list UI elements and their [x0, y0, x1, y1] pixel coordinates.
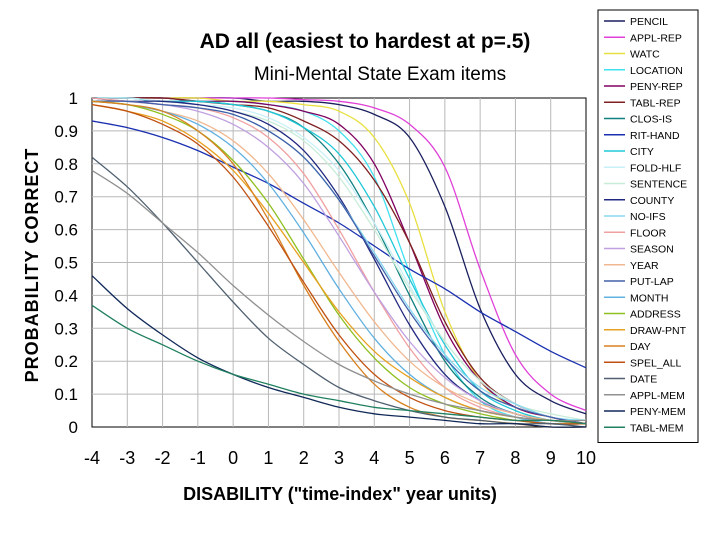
series-line-peny-mem	[91, 275, 587, 428]
y-tick-label: 0.7	[54, 188, 78, 207]
legend-label: APPL-REP	[630, 32, 682, 44]
legend-label: ADDRESS	[630, 309, 681, 321]
legend-label: NO-IFS	[630, 211, 666, 223]
y-tick-label: 0.9	[54, 122, 78, 141]
series-line-appl-mem	[91, 169, 587, 422]
x-tick-label: -4	[84, 448, 100, 468]
legend-label: DATE	[630, 374, 657, 386]
series-lines	[91, 97, 587, 428]
legend-label: COUNTY	[630, 195, 674, 207]
x-tick-label: 4	[369, 448, 379, 468]
x-tick-label: 10	[576, 448, 596, 468]
x-tick-label: 1	[263, 448, 273, 468]
x-tick-label: 5	[405, 448, 415, 468]
legend-label: WATC	[630, 49, 660, 61]
y-tick-label: 0.6	[54, 221, 78, 240]
series-line-rit-hand	[91, 120, 587, 369]
legend-box	[597, 9, 699, 443]
x-tick-label: 8	[510, 448, 520, 468]
y-tick-label: 0.8	[54, 155, 78, 174]
x-tick-label: -3	[119, 448, 135, 468]
legend-label: DAY	[630, 341, 651, 353]
series-line-watc	[92, 97, 587, 425]
x-tick-label: 3	[334, 448, 344, 468]
series-line-year	[91, 100, 587, 425]
x-tick-label: -2	[155, 448, 171, 468]
y-tick-label: 0.2	[54, 352, 78, 371]
chart-subtitle: Mini-Mental State Exam items	[254, 64, 506, 85]
legend-label: FLOOR	[630, 227, 667, 239]
legend-label: SENTENCE	[630, 179, 687, 191]
legend-label: YEAR	[630, 260, 659, 272]
series-line-season	[91, 100, 587, 425]
legend-label: PENY-REP	[630, 81, 683, 93]
legend-label: SPEL_ALL	[630, 357, 682, 369]
x-tick-label: -1	[190, 448, 206, 468]
legend-label: PENY-MEM	[630, 406, 686, 418]
legend-label: CLOS-IS	[630, 114, 672, 126]
x-tick-label: 7	[475, 448, 485, 468]
y-tick-label: 0.3	[54, 319, 78, 338]
legend-label: CITY	[630, 146, 654, 158]
legend-label: PENCIL	[630, 16, 668, 28]
series-line-put-lap	[91, 100, 587, 425]
grid	[91, 97, 587, 428]
y-tick-label: 1	[69, 89, 78, 108]
series-line-tabl-mem	[91, 304, 587, 425]
legend: PENCIL APPL-REP WATC LOCATION PENY-REP TABL-R…	[597, 9, 699, 443]
x-tick-label: 0	[228, 448, 238, 468]
legend-label: FOLD-HLF	[630, 162, 681, 174]
y-tick-label: 0.4	[54, 286, 78, 305]
y-tick-label: 0.1	[54, 385, 78, 404]
legend-label: LOCATION	[630, 65, 683, 77]
legend-label: SEASON	[630, 244, 674, 256]
legend-label: DRAW-PNT	[630, 325, 687, 337]
x-axis-label: DISABILITY ("time-index" year units)	[183, 484, 497, 504]
axes: -4 -3 -2 -1 0 1 2 3 4 5 6 7 8 9 10 0 0.1 0.2 0.3 0.4 0.5 0.6 0…	[54, 89, 596, 468]
legend-label: PUT-LAP	[630, 276, 674, 288]
y-tick-label: 0	[69, 418, 78, 437]
legend-label: TABL-MEM	[630, 422, 683, 434]
x-tick-label: 6	[440, 448, 450, 468]
y-tick-label: 0.5	[54, 254, 78, 273]
legend-label: MONTH	[630, 292, 669, 304]
x-tick-label: 9	[546, 448, 556, 468]
y-axis-label: PROBABILITY CORRECT	[22, 148, 42, 383]
x-tick-label: 2	[299, 448, 309, 468]
chart-title: AD all (easiest to hardest at p=.5)	[200, 30, 531, 53]
legend-label: RIT-HAND	[630, 130, 680, 142]
legend-label: TABL-REP	[630, 97, 681, 109]
legend-label: APPL-MEM	[630, 390, 685, 402]
series-line-address	[91, 100, 587, 425]
